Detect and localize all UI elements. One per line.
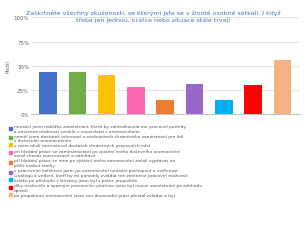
Bar [274, 61, 291, 114]
Text: Zaškrtněte všechny zkušenosti, se kterými jste se v životě osobně setkali. I kdy: Zaškrtněte všechny zkušenosti, se kterým… [26, 10, 280, 23]
Bar [98, 76, 115, 114]
Legend: nenašel jsem nabídku zaměstnání, která by zohledňovala mé pracovní potřeby
a ome: nenašel jsem nabídku zaměstnání, která b… [9, 124, 202, 197]
Bar [127, 87, 145, 114]
Bar [69, 73, 86, 114]
Bar [39, 73, 57, 114]
Bar [244, 86, 262, 114]
Bar [215, 100, 233, 114]
Bar [186, 85, 203, 114]
Y-axis label: Podíl: Podíl [6, 60, 11, 73]
Bar [156, 101, 174, 114]
